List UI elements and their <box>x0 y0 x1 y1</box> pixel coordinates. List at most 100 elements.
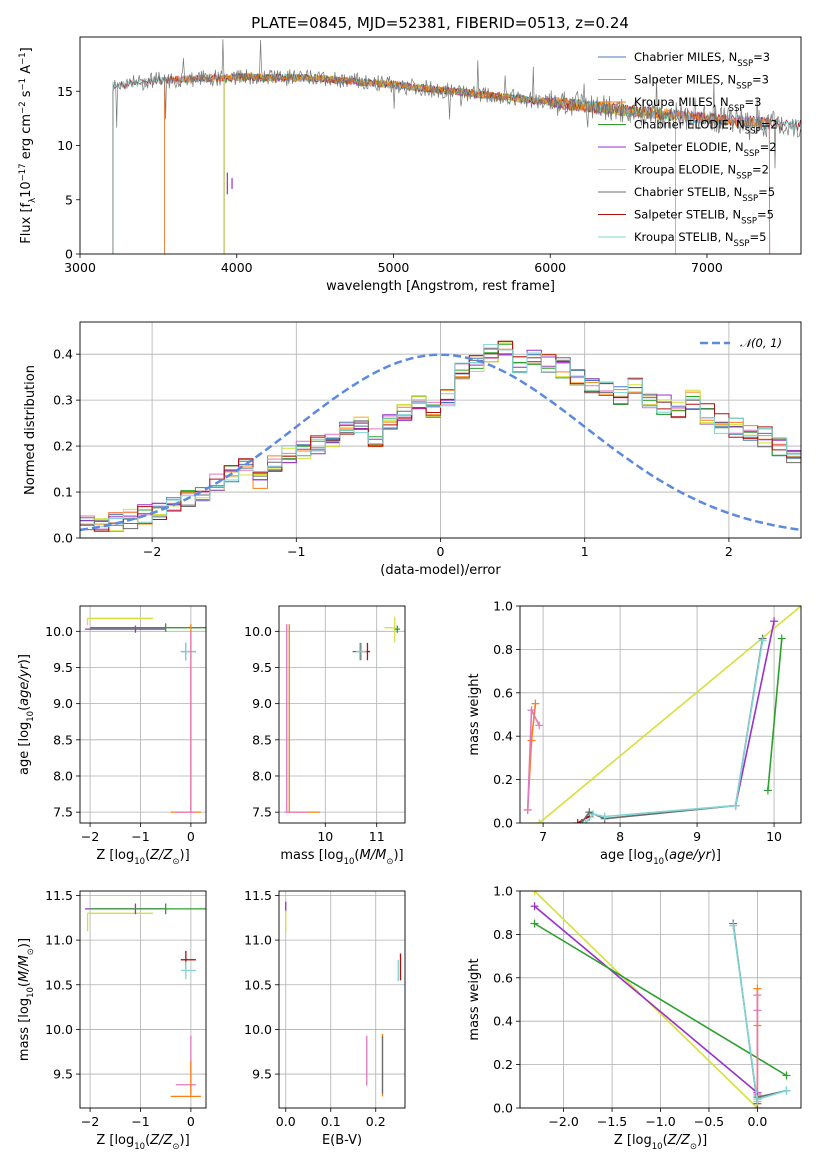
series-line <box>584 640 764 823</box>
panel-residuals: −2 −1 0 1 2 0.0 0.1 0.2 0.3 0.4 (data-model)/error… <box>23 321 802 578</box>
data-point <box>90 623 206 633</box>
y-tick-label: 9.5 <box>252 1067 272 1082</box>
legend-label: Chabrier STELIB, NSSP=5 <box>634 185 775 204</box>
x-tick-label: −1 <box>287 544 305 559</box>
series-marker <box>600 812 609 821</box>
gaussian-curve <box>80 353 801 532</box>
x-tick-label: 0.1 <box>321 1114 341 1129</box>
y-tick-label: 0.6 <box>493 685 513 700</box>
series-marker <box>573 819 582 823</box>
y-tick-label: 11.5 <box>244 888 272 903</box>
plot-area <box>530 891 791 1108</box>
y-tick-label: 0.3 <box>53 393 73 408</box>
data-point <box>284 624 308 813</box>
y-tick-label: 11.0 <box>244 933 272 948</box>
y-tick-label: 8.0 <box>252 768 272 783</box>
plot-area <box>523 606 801 823</box>
y-tick-label: 10.5 <box>244 977 272 992</box>
panel-age_vs_mass: 10 11 7.5 8.0 8.5 9.0 9.5 10.0 mass [log10(M/M⊙)… <box>244 605 406 867</box>
data-point <box>86 617 154 626</box>
panel-age_vs_Z: −2 −1 0 7.5 8.0 8.5 9.0 9.5 10.0 Z [log10(Z/Z⊙)] a… <box>17 605 207 867</box>
series-marker <box>535 721 544 730</box>
y-tick-label: 7.5 <box>252 805 272 820</box>
axes-frame <box>519 890 802 1109</box>
y-tick-label: 9.0 <box>53 696 73 711</box>
series-marker <box>731 801 740 810</box>
x-axis-label: age [log10(age/yr)] <box>600 848 721 867</box>
x-axis-label: Z [log10(Z/Z⊙)] <box>96 848 189 867</box>
y-tick-label: 0.2 <box>493 1057 513 1072</box>
panel-mass_vs_Z: −2 −1 0 9.5 10.0 10.5 11.0 11.5 Z [log10(Z/Z⊙)] m… <box>17 888 207 1152</box>
histogram-step <box>80 349 801 530</box>
series-line <box>734 621 775 806</box>
series-line <box>580 638 764 823</box>
x-tick-label: −2.0 <box>548 1114 578 1129</box>
y-tick-label: 10.0 <box>45 624 73 639</box>
data-point <box>86 912 154 932</box>
series-marker <box>577 819 586 823</box>
y-tick-label: 11.5 <box>45 888 73 903</box>
series-marker <box>770 617 779 626</box>
y-tick-label: 7.5 <box>53 805 73 820</box>
y-tick-label: 0.4 <box>493 729 513 744</box>
series-marker <box>729 921 738 930</box>
axes-frame <box>519 605 802 824</box>
x-axis-label: Z [log10(Z/Z⊙)] <box>96 1133 189 1152</box>
plot-area <box>85 903 206 1098</box>
legend-label: 𝒩(0, 1) <box>740 336 782 350</box>
x-tick-label: 3000 <box>64 260 96 275</box>
series-marker <box>782 1086 791 1095</box>
y-tick-label: 15 <box>57 84 73 99</box>
legend-label: Chabrier ELODIE, NSSP=2 <box>634 118 778 137</box>
legend-label: Chabrier MILES, NSSP=3 <box>634 50 770 69</box>
series-marker <box>527 736 536 745</box>
legend-label: Kroupa ELODIE, NSSP=2 <box>634 163 769 182</box>
plot-area <box>285 901 402 1097</box>
panel-spectrum: 3000 4000 5000 6000 7000 0 5 10 15 wavelength [An… <box>18 36 802 294</box>
axes-frame <box>79 321 802 539</box>
data-point <box>384 616 396 643</box>
y-tick-label: 8.0 <box>53 768 73 783</box>
y-tick-label: 9.5 <box>252 660 272 675</box>
series-line <box>767 638 783 791</box>
y-tick-label: 0.0 <box>493 816 513 831</box>
series-line <box>538 606 801 823</box>
x-axis-label: Z [log10(Z/Z⊙)] <box>614 1133 707 1152</box>
plot-area <box>112 39 801 254</box>
series-line <box>732 923 787 1104</box>
data-point <box>90 903 206 915</box>
data-point <box>180 950 196 969</box>
series-marker <box>753 1095 762 1104</box>
x-tick-label: −2 <box>81 1114 99 1129</box>
data-point <box>286 624 321 813</box>
panel-weight_vs_Z: −2.0 −1.5 −1.0 −0.5 0.0 0.0 0.2 0.4 0.6 0.8 1.0 Z [… <box>467 884 802 1152</box>
y-tick-label: 0.0 <box>53 531 73 546</box>
y-axis-label: Normed distribution <box>23 365 38 495</box>
panel-mass_vs_ebv: 0.0 0.1 0.2 9.5 10.0 10.5 11.0 11.5 E(B-V) <box>244 888 406 1148</box>
y-axis-label: mass weight <box>467 958 482 1040</box>
axes-frame <box>79 605 207 824</box>
series-marker <box>777 634 786 643</box>
x-tick-label: 11 <box>369 829 385 844</box>
x-tick-label: 9 <box>693 829 701 844</box>
x-tick-label: 0 <box>187 829 195 844</box>
histogram-step <box>80 347 801 532</box>
axes-frame <box>79 890 207 1109</box>
chart-title: PLATE=0845, MJD=52381, FIBERID=0513, z=0… <box>251 14 629 32</box>
x-tick-label: −1.0 <box>645 1114 675 1129</box>
y-tick-label: 5 <box>65 192 73 207</box>
legend-label: Kroupa MILES, NSSP=3 <box>634 95 761 114</box>
y-tick-label: 9.0 <box>252 696 272 711</box>
x-tick-label: −2 <box>81 829 99 844</box>
y-tick-label: 11.0 <box>45 933 73 948</box>
series-marker <box>753 1006 762 1015</box>
x-tick-label: 2 <box>725 544 733 559</box>
y-tick-label: 0.6 <box>493 970 513 985</box>
y-axis-label: mass weight <box>467 673 482 755</box>
y-tick-label: 0.4 <box>493 1014 513 1029</box>
x-axis-label: E(B-V) <box>322 1133 362 1148</box>
data-point <box>175 1035 196 1094</box>
y-tick-label: 0.8 <box>493 927 513 942</box>
series-marker <box>535 819 544 823</box>
y-tick-label: 0.0 <box>493 1101 513 1116</box>
